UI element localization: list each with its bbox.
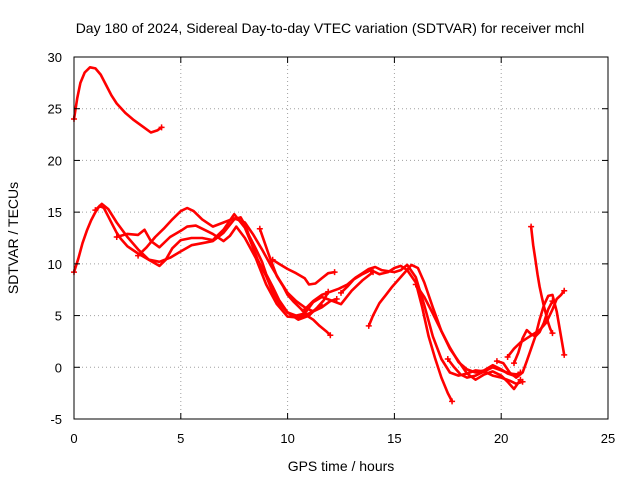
series-track-9 — [339, 264, 454, 403]
data-series — [71, 66, 568, 405]
plus-marker — [561, 287, 568, 294]
plus-marker — [493, 358, 500, 365]
plus-marker — [327, 332, 334, 339]
plus-marker — [412, 281, 419, 288]
plot-frame — [73, 56, 609, 420]
plus-marker — [449, 398, 456, 405]
series-track-7 — [271, 258, 336, 286]
plus-marker — [158, 124, 165, 131]
y-tick-label: 30 — [48, 50, 62, 65]
plus-marker — [528, 223, 535, 230]
y-tick-label: 25 — [48, 102, 62, 117]
x-tick-label: 0 — [70, 431, 77, 446]
plus-marker — [333, 296, 340, 303]
plus-marker — [256, 225, 263, 232]
plus-marker — [561, 351, 568, 358]
chart-title: Day 180 of 2024, Sidereal Day-to-day VTE… — [76, 20, 585, 36]
plus-marker — [504, 353, 511, 360]
plus-marker — [338, 289, 344, 296]
series-track-10 — [367, 263, 522, 377]
plus-marker — [517, 376, 524, 383]
series-track-6 — [258, 227, 332, 337]
y-tick-label: 15 — [48, 205, 62, 220]
y-tick-label: 0 — [55, 360, 62, 375]
x-axis-label: GPS time / hours — [288, 458, 395, 474]
y-axis-label: SDTVAR / TECUs — [5, 182, 21, 294]
plus-marker — [113, 233, 120, 240]
x-tick-label: 20 — [494, 431, 508, 446]
plus-marker — [444, 356, 451, 363]
plus-marker — [92, 207, 99, 214]
series-track-12 — [446, 357, 520, 379]
plus-marker — [331, 269, 338, 276]
series-track-14 — [506, 289, 566, 359]
axis-ticks: 0 5 10 15 20 25 -5 0 5 10 15 20 25 30 — [48, 50, 616, 446]
x-tick-label: 15 — [387, 431, 401, 446]
plus-marker — [365, 322, 372, 329]
y-tick-label: 20 — [48, 153, 62, 168]
y-tick-label: 10 — [48, 257, 62, 272]
plus-marker — [135, 252, 142, 259]
series-track-1 — [72, 66, 163, 134]
plus-marker — [549, 330, 556, 337]
plus-marker — [549, 298, 556, 305]
series-track-4 — [115, 224, 324, 319]
plus-marker — [511, 360, 518, 367]
series-track-16 — [529, 225, 554, 335]
x-tick-label: 25 — [601, 431, 615, 446]
plus-marker — [269, 256, 276, 263]
series-track-2 — [72, 204, 330, 322]
series-track-15 — [512, 299, 554, 365]
x-tick-label: 10 — [280, 431, 294, 446]
x-tick-label: 5 — [177, 431, 184, 446]
plus-marker — [301, 306, 308, 313]
y-tick-label: 5 — [55, 309, 62, 324]
y-tick-label: -5 — [50, 412, 62, 427]
